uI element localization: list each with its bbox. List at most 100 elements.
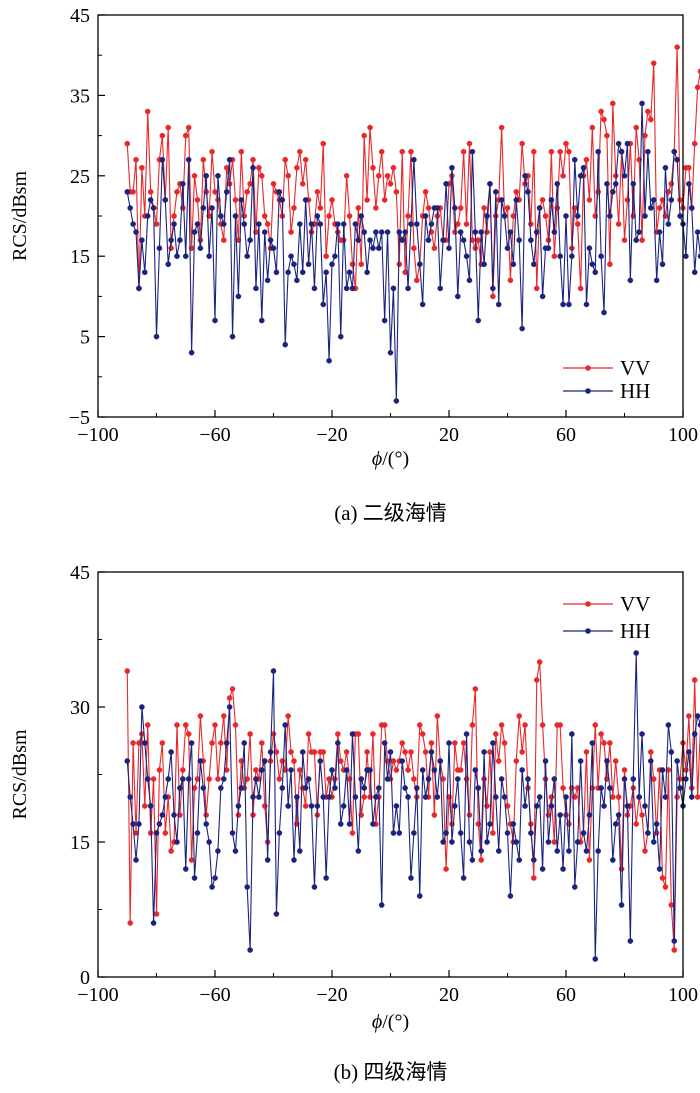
point-vv-171 <box>624 197 631 203</box>
point-hh-122 <box>481 749 487 755</box>
point-hh-122 <box>481 261 487 268</box>
point-vv-157 <box>583 749 590 755</box>
point-vv-104 <box>428 740 435 746</box>
point-hh-78 <box>352 794 359 800</box>
point-hh-29 <box>209 205 215 211</box>
point-hh-39 <box>238 197 245 203</box>
point-hh-1 <box>127 205 133 211</box>
point-hh-53 <box>279 785 286 791</box>
point-hh-79 <box>355 237 362 243</box>
point-hh-67 <box>320 794 327 800</box>
point-vv-94 <box>399 148 406 155</box>
point-vv-57 <box>291 205 297 211</box>
point-vv-21 <box>185 124 192 131</box>
point-hh-12 <box>159 156 166 163</box>
point-hh-127 <box>495 301 502 308</box>
point-hh-154 <box>574 213 581 219</box>
point-vv-176 <box>639 812 645 818</box>
point-hh-41 <box>244 884 250 890</box>
point-hh-81 <box>361 229 367 235</box>
series-markers-hh <box>124 650 700 962</box>
point-vv-163 <box>601 740 607 746</box>
point-vv-61 <box>302 156 309 163</box>
point-vv-166 <box>610 794 616 800</box>
point-hh-99 <box>414 785 420 791</box>
point-vv-46 <box>258 172 265 179</box>
point-hh-162 <box>598 785 604 791</box>
point-vv-23 <box>191 172 198 179</box>
point-hh-124 <box>487 821 493 827</box>
point-hh-70 <box>329 261 335 268</box>
point-hh-193 <box>688 794 695 800</box>
point-hh-12 <box>159 812 166 818</box>
point-hh-37 <box>232 213 239 219</box>
point-vv-12 <box>159 740 166 746</box>
point-vv-186 <box>668 181 675 187</box>
point-vv-149 <box>560 172 566 179</box>
point-vv-194 <box>691 677 698 683</box>
point-hh-104 <box>428 221 435 227</box>
point-hh-0 <box>124 758 131 764</box>
point-hh-8 <box>147 197 154 203</box>
point-vv-2 <box>130 740 136 746</box>
point-vv-0 <box>124 668 131 674</box>
point-hh-141 <box>536 794 543 800</box>
point-vv-170 <box>621 237 628 243</box>
point-vv-123 <box>484 803 490 809</box>
point-vv-145 <box>548 794 555 800</box>
point-hh-108 <box>440 839 446 845</box>
point-hh-130 <box>504 830 511 836</box>
x-axis-unit: /(°) <box>382 448 409 470</box>
point-vv-126 <box>492 731 499 737</box>
point-vv-84 <box>370 164 376 171</box>
point-vv-179 <box>648 116 654 123</box>
point-vv-19 <box>180 767 186 773</box>
point-vv-126 <box>492 213 499 219</box>
point-vv-33 <box>220 237 227 243</box>
point-vv-12 <box>159 132 166 139</box>
point-vv-96 <box>405 213 411 219</box>
point-hh-15 <box>168 749 174 755</box>
point-vv-157 <box>583 156 590 163</box>
point-vv-14 <box>165 124 171 131</box>
point-vv-8 <box>147 189 154 195</box>
y-tick-label: 0 <box>80 967 90 989</box>
point-hh-62 <box>305 776 312 782</box>
point-vv-154 <box>574 785 581 791</box>
point-hh-30 <box>212 317 218 324</box>
point-vv-118 <box>469 237 476 243</box>
point-vv-163 <box>601 116 607 123</box>
point-vv-40 <box>241 213 248 219</box>
point-vv-76 <box>346 213 353 219</box>
point-hh-156 <box>580 830 587 836</box>
point-hh-195 <box>694 229 700 235</box>
point-hh-10 <box>153 830 160 836</box>
point-hh-96 <box>405 794 411 800</box>
point-hh-160 <box>592 269 599 276</box>
point-hh-39 <box>238 785 245 791</box>
point-hh-112 <box>452 205 458 211</box>
point-hh-127 <box>495 848 502 854</box>
point-vv-177 <box>642 848 648 854</box>
point-hh-149 <box>560 301 566 308</box>
point-hh-103 <box>425 237 432 243</box>
point-hh-53 <box>279 197 286 203</box>
point-hh-7 <box>144 776 151 782</box>
point-vv-194 <box>691 140 698 147</box>
point-hh-75 <box>343 285 350 292</box>
point-hh-87 <box>378 902 385 908</box>
point-hh-60 <box>299 749 306 755</box>
point-hh-136 <box>522 803 528 809</box>
point-vv-155 <box>577 285 584 292</box>
point-hh-183 <box>659 767 666 773</box>
point-hh-11 <box>156 245 163 251</box>
point-hh-115 <box>460 237 467 243</box>
point-vv-112 <box>452 229 458 235</box>
point-hh-191 <box>683 253 689 260</box>
x-axis-symbol: ϕ <box>372 1011 382 1033</box>
point-vv-85 <box>373 205 379 211</box>
point-vv-48 <box>264 221 271 227</box>
point-hh-172 <box>627 938 634 944</box>
point-hh-18 <box>177 785 183 791</box>
point-hh-189 <box>677 213 683 219</box>
